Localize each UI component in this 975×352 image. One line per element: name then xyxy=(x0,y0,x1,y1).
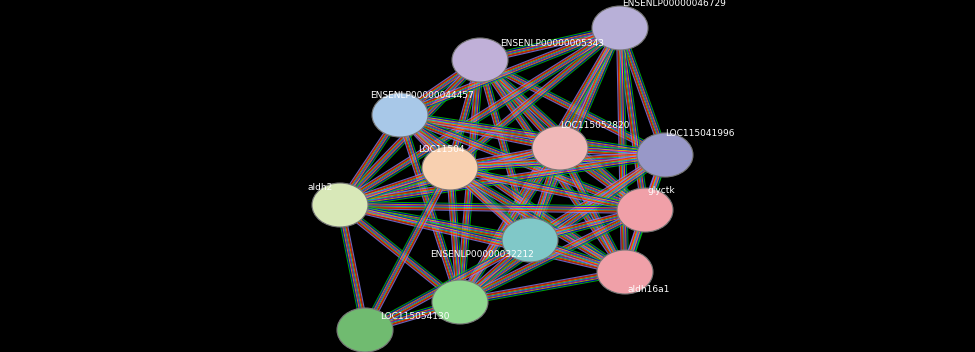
Ellipse shape xyxy=(532,126,588,170)
Ellipse shape xyxy=(372,93,428,137)
Ellipse shape xyxy=(637,133,693,177)
Ellipse shape xyxy=(312,183,368,227)
Ellipse shape xyxy=(422,146,478,190)
Ellipse shape xyxy=(502,218,558,262)
Ellipse shape xyxy=(452,38,508,82)
Text: ENSENLP00000046729: ENSENLP00000046729 xyxy=(622,0,725,8)
Text: aldh16a1: aldh16a1 xyxy=(627,285,670,294)
Ellipse shape xyxy=(617,188,673,232)
Ellipse shape xyxy=(592,6,648,50)
Ellipse shape xyxy=(432,280,488,324)
Text: ENSENLP00000044457: ENSENLP00000044457 xyxy=(370,91,474,100)
Text: glyctk: glyctk xyxy=(647,186,675,195)
Ellipse shape xyxy=(597,250,653,294)
Ellipse shape xyxy=(337,308,393,352)
Text: LOC11504: LOC11504 xyxy=(418,145,464,154)
Text: LOC115041996: LOC115041996 xyxy=(665,129,734,138)
Text: ENSENLP00000032212: ENSENLP00000032212 xyxy=(430,250,533,259)
Text: aldh2: aldh2 xyxy=(308,183,333,192)
Text: LOC115052820: LOC115052820 xyxy=(560,121,630,130)
Text: ENSENLP00000005343: ENSENLP00000005343 xyxy=(500,39,604,48)
Text: LOC115054130: LOC115054130 xyxy=(380,312,449,321)
